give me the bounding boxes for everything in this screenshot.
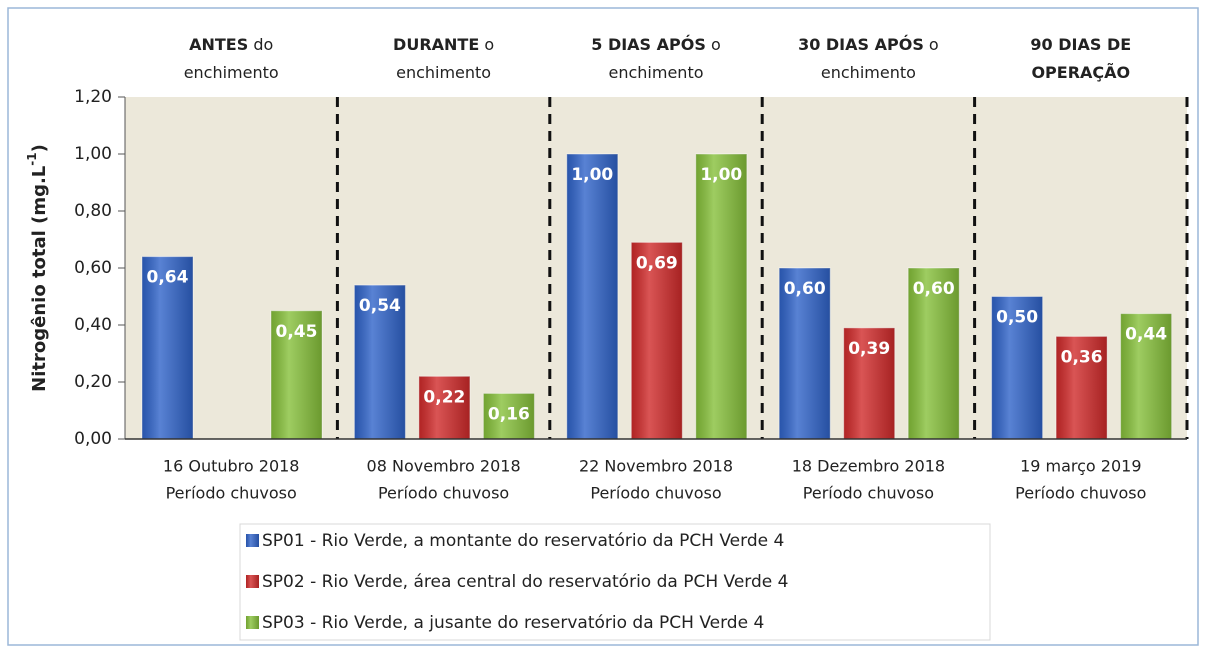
annotation-part: o — [706, 35, 721, 54]
annotation: 5 DIAS APÓS o — [591, 35, 721, 54]
legend-label: SP01 - Rio Verde, a montante do reservat… — [262, 531, 784, 551]
x-tick-label: 16 Outubro 2018 — [163, 457, 300, 476]
bar-shine — [1120, 313, 1172, 439]
annotation: enchimento — [184, 63, 279, 82]
annotation-part: enchimento — [609, 63, 704, 82]
x-tick-label: Período chuvoso — [1015, 484, 1146, 503]
bar-shine — [271, 310, 322, 439]
annotation: OPERAÇÃO — [1031, 63, 1130, 82]
x-tick-label: Período chuvoso — [166, 484, 297, 503]
data-label: 0,69 — [636, 253, 678, 273]
legend-label: SP02 - Rio Verde, área central do reserv… — [262, 572, 788, 592]
bar-shine — [483, 393, 535, 439]
data-label: 0,44 — [1125, 325, 1167, 345]
data-label: 0,54 — [359, 296, 401, 316]
annotation: enchimento — [609, 63, 704, 82]
annotation-part: 90 DIAS DE — [1030, 35, 1131, 54]
data-label: 0,50 — [996, 308, 1038, 328]
data-label: 0,60 — [913, 279, 955, 299]
x-tick-label: 18 Dezembro 2018 — [792, 457, 945, 476]
y-tick-label: 0,80 — [74, 201, 112, 221]
annotation-part: enchimento — [821, 63, 916, 82]
annotation-part: enchimento — [396, 63, 491, 82]
annotation: DURANTE o — [393, 35, 494, 54]
x-tick-label: 22 Novembro 2018 — [579, 457, 733, 476]
bar-shine — [1056, 336, 1108, 439]
annotation-part: o — [924, 35, 939, 54]
data-label: 0,60 — [784, 279, 826, 299]
annotation-part: DURANTE — [393, 35, 479, 54]
annotation-part: enchimento — [184, 63, 279, 82]
y-label-text: Nitrogênio total (mg.L — [29, 166, 50, 392]
y-tick-label: 0,00 — [74, 429, 112, 449]
legend-marker-shine — [246, 575, 259, 588]
y-tick-label: 0,40 — [74, 315, 112, 335]
bar-shine — [142, 256, 193, 439]
y-tick-label: 0,60 — [74, 258, 112, 278]
bar-shine — [418, 376, 470, 439]
annotation: enchimento — [396, 63, 491, 82]
legend-marker-shine — [246, 616, 259, 629]
data-label: 0,16 — [488, 404, 530, 424]
y-tick-label: 0,20 — [74, 372, 112, 392]
bar-shine — [566, 154, 618, 439]
y-tick-label: 1,20 — [74, 87, 112, 107]
data-label: 0,45 — [276, 322, 318, 342]
bar-shine — [843, 327, 895, 439]
bar-shine — [695, 154, 747, 439]
x-tick-label: 19 março 2019 — [1020, 457, 1141, 476]
annotation: 30 DIAS APÓS o — [798, 35, 939, 54]
annotation-part: o — [479, 35, 494, 54]
x-tick-label: Período chuvoso — [803, 484, 934, 503]
x-tick-label: Período chuvoso — [590, 484, 721, 503]
legend-label: SP03 - Rio Verde, a jusante do reservató… — [262, 613, 764, 633]
annotation: 90 DIAS DE — [1030, 35, 1131, 54]
bar-shine — [354, 285, 406, 439]
data-label: 1,00 — [700, 165, 742, 185]
bar-shine — [908, 268, 960, 439]
annotation-part: do — [248, 35, 273, 54]
data-label: 1,00 — [571, 165, 613, 185]
annotation: enchimento — [821, 63, 916, 82]
annotation-part: 30 DIAS APÓS — [798, 35, 924, 54]
annotation-part: OPERAÇÃO — [1031, 63, 1130, 82]
bar-shine — [631, 242, 683, 439]
data-label: 0,64 — [147, 268, 189, 288]
x-tick-label: 08 Novembro 2018 — [367, 457, 521, 476]
data-label: 0,39 — [848, 339, 890, 359]
annotation-part: 5 DIAS APÓS — [591, 35, 706, 54]
annotation-part: ANTES — [189, 35, 248, 54]
bar-shine — [991, 296, 1043, 439]
data-label: 0,36 — [1061, 347, 1103, 367]
x-tick-label: Período chuvoso — [378, 484, 509, 503]
y-axis-label: Nitrogênio total (mg.L-1) — [25, 144, 51, 392]
legend-box — [239, 523, 991, 641]
legend-marker-shine — [246, 534, 259, 547]
annotation: ANTES do — [189, 35, 273, 54]
data-label: 0,22 — [423, 387, 465, 407]
y-tick-label: 1,00 — [74, 144, 112, 164]
y-label-sup: -1 — [25, 152, 39, 165]
y-label-end: ) — [29, 144, 50, 152]
bar-shine — [779, 268, 831, 439]
